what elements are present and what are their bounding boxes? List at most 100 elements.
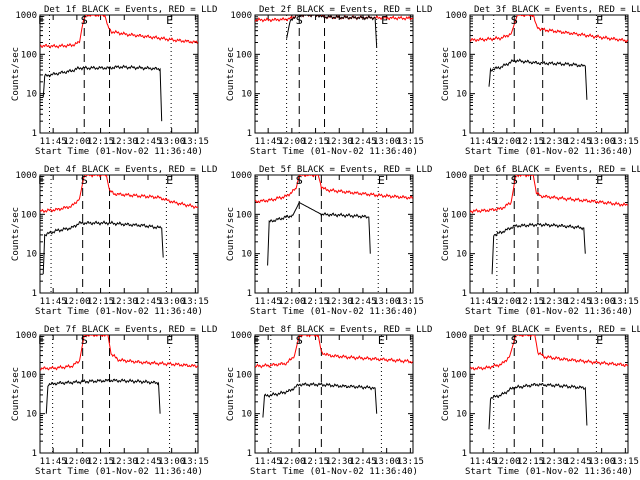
x-tick-label: 13:00 [373, 297, 400, 307]
plot-area [255, 15, 413, 133]
x-tick-label: 13:00 [158, 457, 185, 467]
marker-label-e: E [596, 14, 603, 27]
x-tick-label: 12:15 [87, 457, 114, 467]
x-tick-label: 11:45 [255, 457, 282, 467]
plot-frame [254, 334, 414, 454]
x-tick-label: 12:45 [564, 297, 591, 307]
x-tick-label: 12:30 [111, 137, 138, 147]
marker-label-e: E [378, 334, 385, 347]
y-tick-label: 100 [21, 370, 37, 380]
marker-label-s: S [511, 334, 518, 347]
panel-5: Det 5f BLACK = Events, RED = LLD 1 10 100 10… [226, 165, 432, 317]
x-tick-label: 12:15 [517, 457, 544, 467]
x-tick-label: 12:30 [326, 297, 353, 307]
x-tick-label: 12:30 [541, 137, 568, 147]
x-tick-label: 13:00 [588, 297, 615, 307]
y-axis-label: Counts/sec [11, 207, 21, 261]
y-axis-label: Counts/sec [11, 47, 21, 101]
y-tick-label: 1 [462, 129, 467, 139]
x-tick-label: 12:45 [349, 297, 376, 307]
y-tick-label: 10 [241, 410, 252, 420]
y-tick-label: 100 [451, 50, 467, 60]
y-tick-label: 1 [247, 449, 252, 459]
y-tick-label: 1 [462, 449, 467, 459]
x-tick-label: 13:00 [588, 457, 615, 467]
x-tick-label: 11:45 [470, 457, 497, 467]
series-line-events [42, 220, 164, 275]
y-tick-label: 100 [451, 370, 467, 380]
plot-frame [254, 174, 414, 294]
plot-area [255, 175, 413, 293]
x-tick-label: 13:15 [182, 457, 209, 467]
x-axis-label: Start Time (01-Nov-02 11:36:40) [250, 467, 418, 477]
x-tick-label: 12:00 [278, 297, 305, 307]
plot-frame [39, 14, 199, 134]
plot-area [470, 15, 628, 133]
plot-area [255, 335, 413, 453]
x-axis-label: Start Time (01-Nov-02 11:36:40) [35, 147, 203, 157]
x-tick-label: 12:15 [87, 137, 114, 147]
panels: Det 1f BLACK = Events, RED = LLD 1 10 100 10… [11, 5, 640, 477]
x-axis-label: Start Time (01-Nov-02 11:36:40) [465, 467, 633, 477]
series-line-lld [470, 175, 628, 214]
panel-title: Det 8f BLACK = Events, RED = LLD [259, 325, 432, 335]
x-tick-label: 11:45 [470, 137, 497, 147]
x-tick-label: 12:15 [517, 137, 544, 147]
y-tick-label: 100 [21, 210, 37, 220]
marker-label-s: S [511, 14, 518, 27]
x-axis-label: Start Time (01-Nov-02 11:36:40) [250, 307, 418, 317]
x-tick-label: 12:00 [63, 297, 90, 307]
x-tick-label: 12:00 [493, 297, 520, 307]
x-tick-label: 12:45 [564, 457, 591, 467]
x-tick-label: 12:30 [326, 457, 353, 467]
series-line-events [488, 382, 588, 430]
panel-title: Det 4f BLACK = Events, RED = LLD [44, 165, 217, 175]
marker-label-e: E [378, 174, 385, 187]
plot-area [40, 175, 198, 293]
x-tick-label: 13:00 [158, 297, 185, 307]
plot-area [40, 335, 198, 453]
plot-area [470, 335, 628, 453]
marker-label-s: S [511, 174, 518, 187]
x-tick-label: 12:30 [326, 137, 353, 147]
plot-area [470, 175, 628, 293]
panel-2: Det 2f BLACK = Events, RED = LLD 1 10 100 10… [226, 5, 432, 157]
x-axis-label: Start Time (01-Nov-02 11:36:40) [465, 307, 633, 317]
y-tick-label: 1 [247, 129, 252, 139]
x-tick-label: 12:30 [541, 457, 568, 467]
series-line-events [488, 58, 588, 100]
y-tick-label: 10 [456, 250, 467, 260]
y-tick-label: 1000 [230, 331, 252, 341]
y-tick-label: 10 [241, 250, 252, 260]
panel-title: Det 2f BLACK = Events, RED = LLD [259, 5, 432, 15]
y-tick-label: 1000 [445, 11, 467, 21]
y-tick-label: 10 [456, 410, 467, 420]
panel-title: Det 1f BLACK = Events, RED = LLD [44, 5, 217, 15]
series-line-lld [40, 175, 198, 214]
marker-label-e: E [38, 334, 45, 347]
series-line-lld [40, 15, 198, 49]
series-line-lld [255, 335, 413, 369]
x-tick-label: 12:30 [541, 297, 568, 307]
plot-area [40, 15, 198, 133]
y-axis-label: Counts/sec [441, 207, 451, 261]
y-tick-label: 1000 [445, 331, 467, 341]
marker-label-s: S [81, 14, 88, 27]
x-tick-label: 13:00 [373, 457, 400, 467]
series-line-lld [255, 175, 413, 204]
marker-label-e: E [596, 334, 603, 347]
panel-title: Det 6f BLACK = Events, RED = LLD [474, 165, 640, 175]
y-axis-label: Counts/sec [441, 47, 451, 101]
x-tick-label: 13:15 [182, 137, 209, 147]
marker-label-s: S [81, 174, 88, 187]
x-tick-label: 11:45 [470, 297, 497, 307]
y-tick-label: 10 [241, 90, 252, 100]
x-tick-label: 12:45 [134, 457, 161, 467]
marker-label-e: E [381, 14, 388, 27]
plot-frame [39, 174, 199, 294]
y-tick-label: 10 [26, 410, 37, 420]
y-tick-label: 1000 [230, 171, 252, 181]
x-tick-label: 13:15 [612, 457, 639, 467]
y-tick-label: 10 [26, 90, 37, 100]
